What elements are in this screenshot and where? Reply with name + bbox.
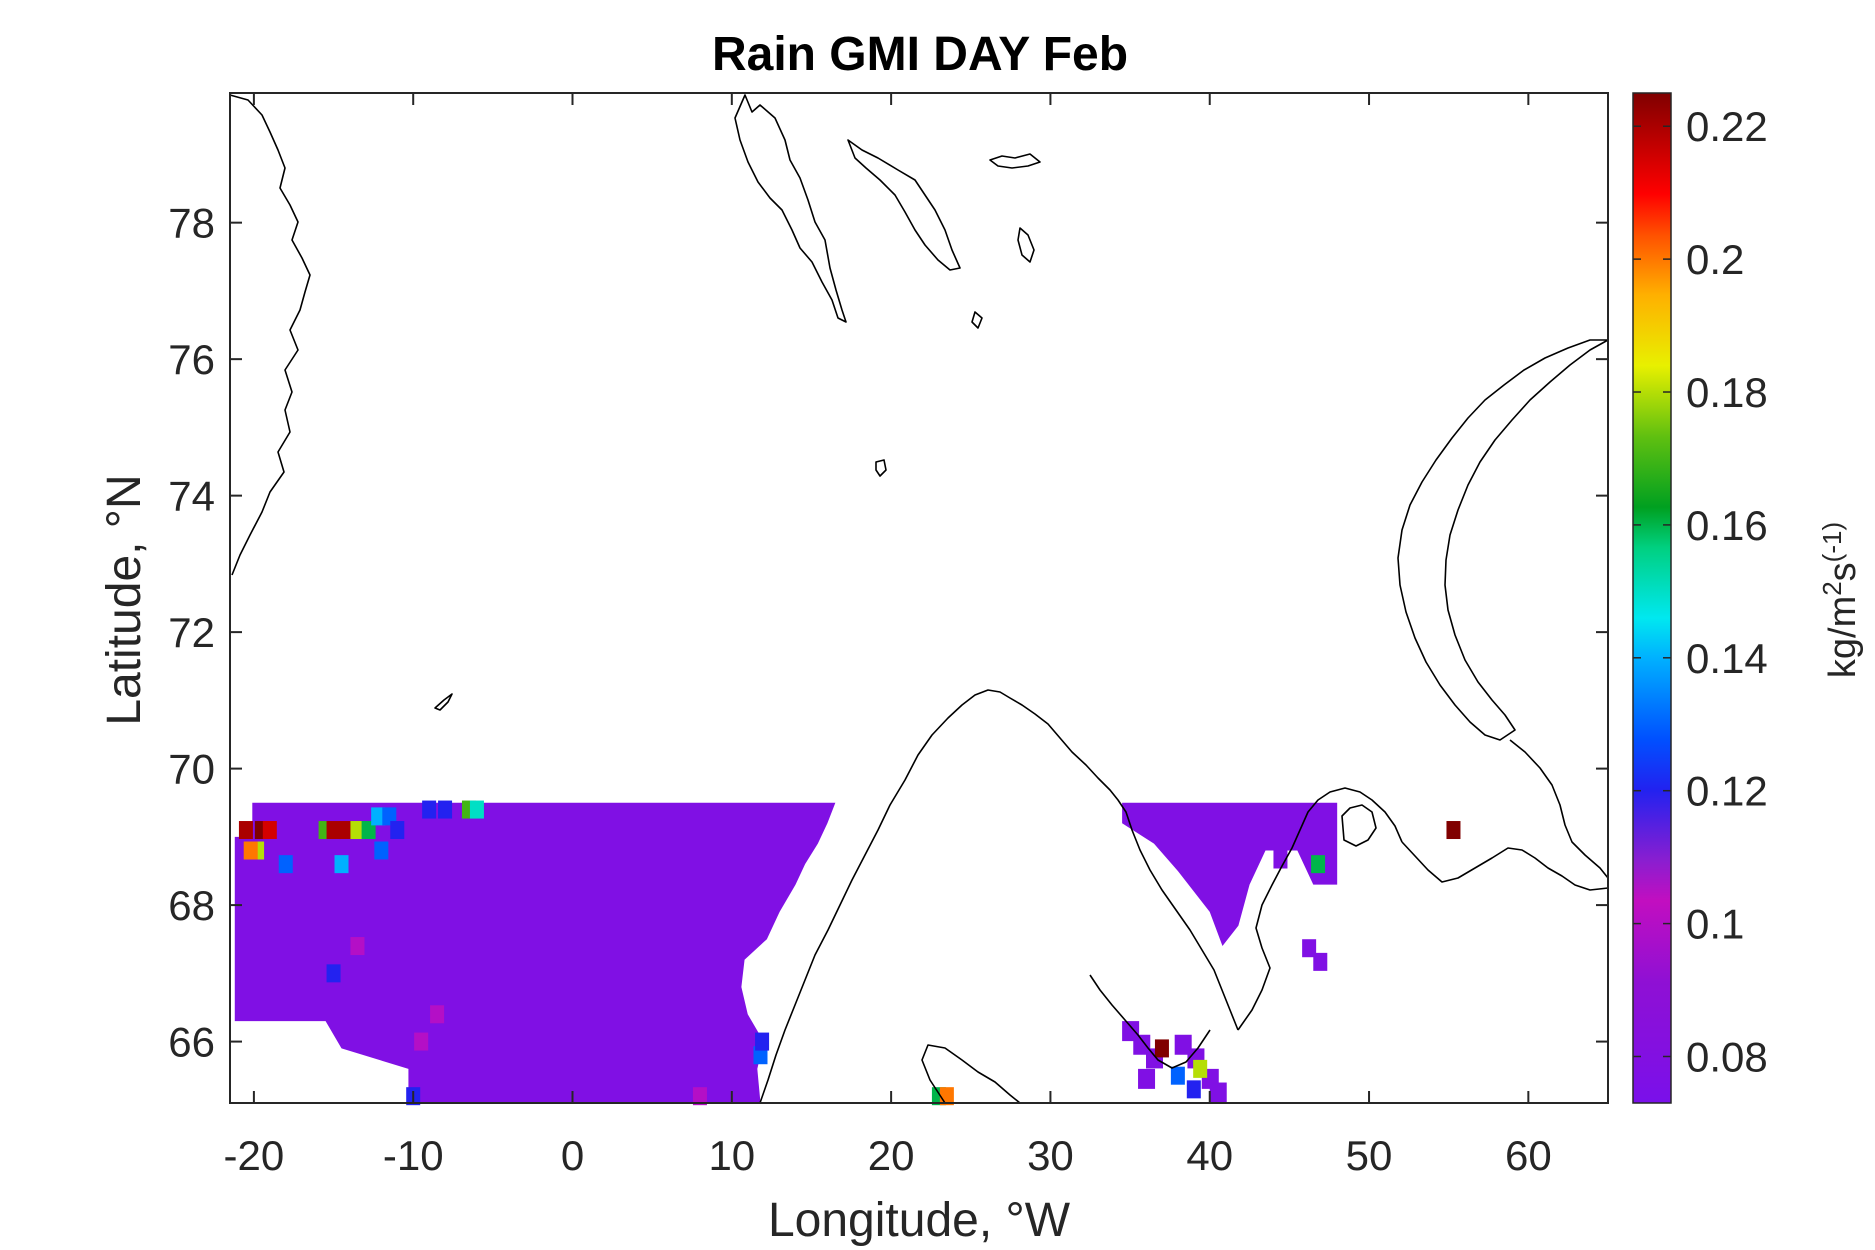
y-axis-ticks: 66 68 70 72 74 76 78 bbox=[168, 200, 1608, 1066]
x-tick-label: 20 bbox=[868, 1132, 915, 1179]
rain-hotspot bbox=[390, 821, 405, 840]
colorbar-tick-label: 0.16 bbox=[1686, 502, 1768, 549]
colorbar-tick-label: 0.1 bbox=[1686, 901, 1744, 948]
rain-hotspot bbox=[334, 855, 349, 874]
rain-hotspot bbox=[361, 821, 376, 840]
rain-hotspot bbox=[350, 937, 365, 956]
rain-hotspot bbox=[430, 1005, 445, 1024]
rain-hotspot bbox=[350, 821, 365, 840]
x-tick-label: 60 bbox=[1505, 1132, 1552, 1179]
coastline-vaygach bbox=[1509, 739, 1609, 879]
colorbar: 0.08 0.1 0.12 0.14 0.16 0.18 0.2 0.22 kg/m2s(-1… bbox=[1632, 92, 1864, 1104]
rain-hotspot bbox=[1446, 821, 1461, 840]
colorbar-ticks: 0.08 0.1 0.12 0.14 0.16 0.18 0.2 0.22 bbox=[1633, 103, 1768, 1080]
rain-hotspot bbox=[382, 807, 397, 826]
rain-hotspot bbox=[414, 1032, 429, 1051]
rain-hotspot bbox=[339, 821, 354, 840]
colorbar-label-exponent: 2 bbox=[1817, 581, 1847, 595]
rain-hotspot bbox=[469, 800, 484, 819]
colorbar-label: kg/m2s(-1) bbox=[1817, 522, 1864, 678]
rain-hotspot bbox=[262, 821, 277, 840]
y-tick-label: 70 bbox=[168, 746, 215, 793]
coastline-bear-island bbox=[875, 459, 887, 477]
rain-hotspot bbox=[1170, 1066, 1185, 1085]
colorbar-label-unit: kg/m bbox=[1822, 596, 1864, 678]
colorbar-tick-label: 0.2 bbox=[1686, 236, 1744, 283]
colorbar-tick-label: 0.22 bbox=[1686, 103, 1768, 150]
coastline-svalbard-islands bbox=[989, 153, 1041, 169]
rain-hotspot bbox=[1311, 855, 1326, 874]
rain-hotspot bbox=[422, 800, 437, 819]
x-axis-ticks: -20 -10 0 10 20 30 40 50 60 bbox=[224, 93, 1552, 1179]
coastline-svalbard-east bbox=[847, 139, 961, 271]
rain-hotspot bbox=[243, 841, 258, 860]
colorbar-label-exponent-tail: (-1) bbox=[1817, 522, 1847, 562]
coastline-greenland bbox=[229, 94, 311, 576]
rain-hotspot bbox=[326, 964, 341, 983]
rain-cell bbox=[1138, 1068, 1156, 1089]
rain-hotspot bbox=[1193, 1059, 1208, 1078]
plot-area: -20 -10 0 10 20 30 40 50 60 66 68 70 72 74 76 78 bbox=[168, 92, 1609, 1179]
rain-hotspot bbox=[692, 1087, 707, 1106]
rain-hotspot bbox=[438, 800, 453, 819]
rain-hotspot bbox=[371, 807, 386, 826]
rain-field-barents-sea bbox=[1122, 802, 1338, 947]
rain-hotspot bbox=[1154, 1039, 1169, 1058]
rain-hotspot bbox=[374, 841, 389, 860]
y-axis-label: Latitude, °N bbox=[98, 474, 151, 725]
x-tick-label: 50 bbox=[1346, 1132, 1393, 1179]
y-tick-label: 66 bbox=[168, 1019, 215, 1066]
rain-hotspot bbox=[1186, 1080, 1201, 1099]
rain-data-layer bbox=[234, 800, 1461, 1106]
colorbar-tick-label: 0.08 bbox=[1686, 1033, 1768, 1080]
x-axis-label: Longitude, °W bbox=[768, 1194, 1071, 1247]
rain-hotspot bbox=[326, 821, 341, 840]
x-tick-label: 30 bbox=[1027, 1132, 1074, 1179]
coastline-kanin bbox=[1341, 804, 1377, 847]
rain-hotspot bbox=[278, 855, 293, 874]
plot-frame bbox=[229, 92, 1609, 1104]
rain-hotspot bbox=[753, 1046, 768, 1065]
y-tick-label: 76 bbox=[168, 336, 215, 383]
y-tick-label: 72 bbox=[168, 609, 215, 656]
y-tick-label: 78 bbox=[168, 200, 215, 247]
colorbar-label-unit-s: s bbox=[1822, 562, 1864, 581]
x-tick-label: -20 bbox=[224, 1132, 285, 1179]
rain-hotspot bbox=[238, 821, 253, 840]
coastline-svalbard bbox=[734, 94, 847, 323]
chart-title: Rain GMI DAY Feb bbox=[712, 28, 1128, 81]
colorbar-tick-label: 0.14 bbox=[1686, 635, 1768, 682]
coastline-kola bbox=[1237, 787, 1403, 1031]
coastline-white-sea bbox=[921, 1044, 1021, 1104]
x-tick-label: 10 bbox=[708, 1132, 755, 1179]
rain-cell bbox=[1313, 952, 1328, 971]
x-tick-label: -10 bbox=[383, 1132, 444, 1179]
y-tick-label: 68 bbox=[168, 882, 215, 929]
coastline-finland bbox=[1089, 974, 1211, 1069]
coastline-layer bbox=[229, 94, 1609, 1104]
colorbar-tick-label: 0.12 bbox=[1686, 768, 1768, 815]
rain-cell bbox=[1302, 939, 1317, 958]
rain-field-norwegian-sea bbox=[234, 802, 836, 1103]
colorbar-gradient bbox=[1632, 92, 1672, 1104]
y-tick-label: 74 bbox=[168, 473, 215, 520]
x-tick-label: 0 bbox=[561, 1132, 584, 1179]
coastline-jan-mayen bbox=[434, 693, 453, 711]
rain-hotspot bbox=[755, 1032, 770, 1051]
coastline-scandinavia bbox=[759, 689, 1239, 1104]
rain-cell bbox=[1209, 1082, 1227, 1103]
x-tick-label: 40 bbox=[1186, 1132, 1233, 1179]
coastline-novaya-zemlya bbox=[1397, 339, 1609, 741]
colorbar-tick-label: 0.18 bbox=[1686, 369, 1768, 416]
coastline-pechora bbox=[1401, 841, 1609, 891]
